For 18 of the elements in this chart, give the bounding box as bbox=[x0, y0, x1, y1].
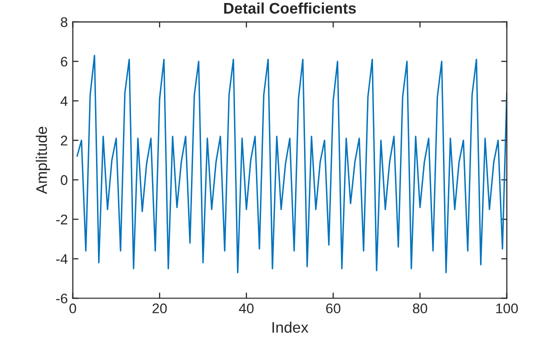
x-tick-label: 0 bbox=[69, 303, 76, 314]
y-tick-label: -6 bbox=[56, 294, 68, 304]
y-tick-label: 4 bbox=[60, 96, 68, 106]
y-tick-label: 2 bbox=[60, 136, 68, 146]
x-tick-label: 80 bbox=[412, 303, 428, 314]
x-tick-label: 20 bbox=[152, 303, 167, 314]
y-tick-label: 6 bbox=[60, 56, 68, 67]
y-axis-title: Amplitude bbox=[36, 126, 50, 194]
y-tick-label: -4 bbox=[56, 254, 68, 264]
x-axis-title: Index bbox=[272, 322, 308, 333]
y-tick-label: -2 bbox=[56, 214, 68, 224]
chart-title: Detail Coefficients bbox=[224, 2, 356, 14]
line-series bbox=[76, 54, 507, 274]
y-tick-label: 8 bbox=[60, 17, 68, 28]
y-tick-label: 0 bbox=[60, 175, 68, 185]
x-tick-label: 60 bbox=[326, 303, 340, 314]
x-tick-label: 100 bbox=[496, 303, 518, 314]
x-tick-label: 40 bbox=[238, 303, 254, 314]
